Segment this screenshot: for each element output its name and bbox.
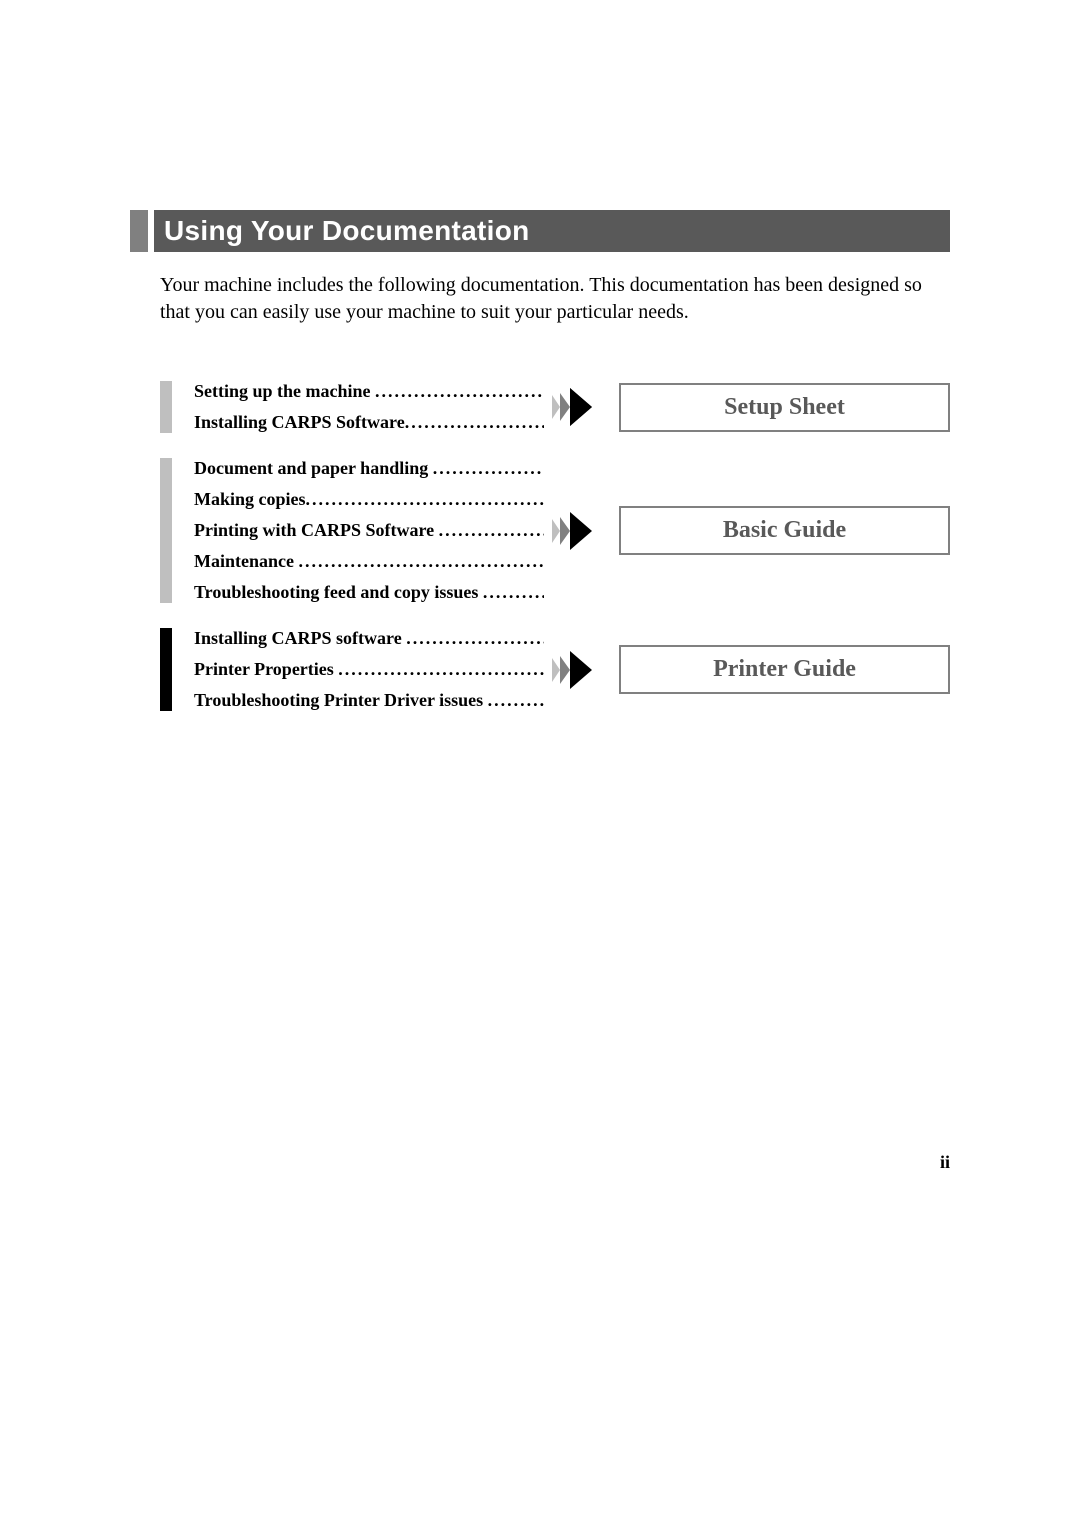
topic-item: Troubleshooting Printer Driver issues ..… bbox=[194, 690, 544, 711]
topic-item: Setting up the machine .................… bbox=[194, 381, 544, 402]
side-tab bbox=[160, 381, 172, 433]
arrow-icon bbox=[544, 512, 599, 550]
topic-item: Document and paper handling ............… bbox=[194, 458, 544, 479]
heading-tab bbox=[130, 210, 148, 252]
documentation-map: Setting up the machine .................… bbox=[160, 381, 950, 711]
arrow-icon bbox=[544, 388, 599, 426]
topics-list: Installing CARPS software ..............… bbox=[194, 628, 544, 711]
doc-section: Installing CARPS software ..............… bbox=[160, 628, 950, 711]
page-content: Using Your Documentation Your machine in… bbox=[130, 210, 950, 736]
topic-item: Installing CARPS Software...............… bbox=[194, 412, 544, 433]
topic-item: Installing CARPS software ..............… bbox=[194, 628, 544, 649]
doc-section: Document and paper handling ............… bbox=[160, 458, 950, 603]
arrow-icon bbox=[544, 651, 599, 689]
topic-item: Making copies...........................… bbox=[194, 489, 544, 510]
topic-item: Maintenance ............................… bbox=[194, 551, 544, 572]
guide-box: Printer Guide bbox=[619, 645, 950, 694]
heading-bar: Using Your Documentation bbox=[130, 210, 950, 252]
guide-box: Basic Guide bbox=[619, 506, 950, 555]
topic-item: Printing with CARPS Software ...........… bbox=[194, 520, 544, 541]
heading-title: Using Your Documentation bbox=[154, 210, 950, 252]
intro-paragraph: Your machine includes the following docu… bbox=[160, 272, 950, 326]
guide-box: Setup Sheet bbox=[619, 383, 950, 432]
topics-list: Document and paper handling ............… bbox=[194, 458, 544, 603]
topic-item: Troubleshooting feed and copy issues ...… bbox=[194, 582, 544, 603]
topics-list: Setting up the machine .................… bbox=[194, 381, 544, 433]
page-number: ii bbox=[940, 1152, 950, 1173]
side-tab bbox=[160, 628, 172, 711]
topic-item: Printer Properties .....................… bbox=[194, 659, 544, 680]
side-tab bbox=[160, 458, 172, 603]
doc-section: Setting up the machine .................… bbox=[160, 381, 950, 433]
